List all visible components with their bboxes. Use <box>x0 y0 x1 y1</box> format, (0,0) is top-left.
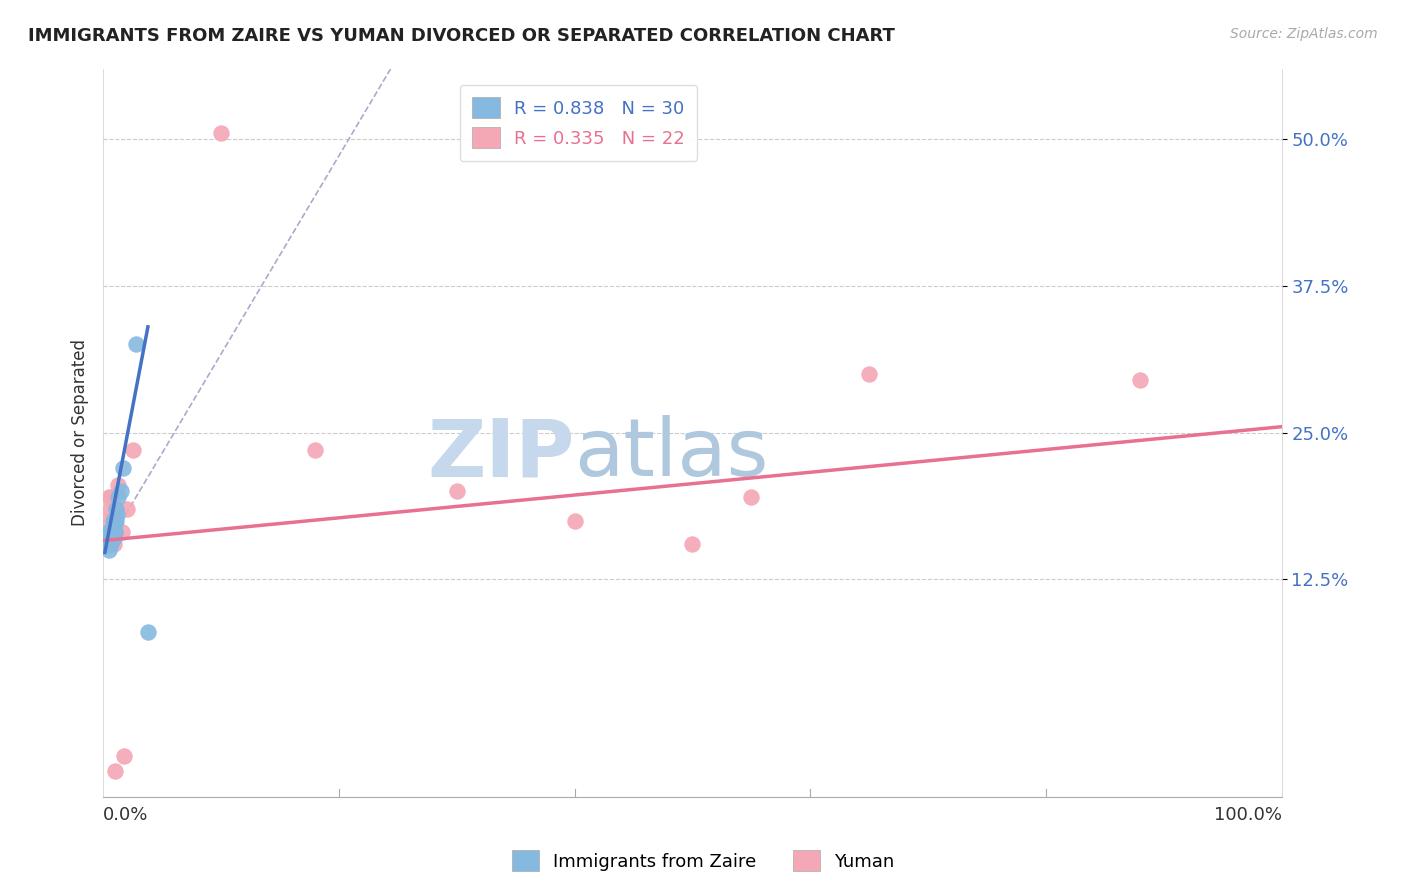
Point <box>98 525 121 540</box>
Point <box>97 531 120 545</box>
Point <box>104 525 127 540</box>
Point <box>96 531 118 545</box>
Point <box>740 490 762 504</box>
Text: 100.0%: 100.0% <box>1213 806 1282 824</box>
Point <box>94 537 117 551</box>
Point <box>97 525 120 540</box>
Point <box>101 531 124 545</box>
Point <box>96 537 118 551</box>
Point <box>103 519 125 533</box>
Point <box>100 531 122 545</box>
Point <box>101 514 124 528</box>
Point <box>104 514 127 528</box>
Point <box>107 478 129 492</box>
Point <box>100 525 122 540</box>
Point <box>1129 373 1152 387</box>
Point <box>97 525 120 540</box>
Point <box>111 525 134 540</box>
Point <box>681 537 703 551</box>
Text: atlas: atlas <box>575 416 769 493</box>
Point <box>98 531 121 545</box>
Point <box>101 525 124 540</box>
Point <box>98 490 121 504</box>
Point <box>96 514 118 528</box>
Text: 0.0%: 0.0% <box>103 806 149 824</box>
Point <box>304 443 326 458</box>
Point <box>103 531 125 545</box>
Text: IMMIGRANTS FROM ZAIRE VS YUMAN DIVORCED OR SEPARATED CORRELATION CHART: IMMIGRANTS FROM ZAIRE VS YUMAN DIVORCED … <box>28 27 896 45</box>
Point <box>103 525 125 540</box>
Point <box>112 748 135 763</box>
Point <box>98 531 121 545</box>
Point <box>105 502 128 516</box>
Point <box>98 537 121 551</box>
Point <box>209 126 232 140</box>
Point <box>105 502 128 516</box>
Point <box>121 443 143 458</box>
Point <box>136 625 159 640</box>
Y-axis label: Divorced or Separated: Divorced or Separated <box>72 339 89 526</box>
Point <box>115 502 138 516</box>
Point <box>858 367 880 381</box>
Point <box>107 490 129 504</box>
Point <box>564 514 586 528</box>
Point <box>105 514 128 528</box>
Text: Source: ZipAtlas.com: Source: ZipAtlas.com <box>1230 27 1378 41</box>
Point <box>94 525 117 540</box>
Point <box>104 764 127 778</box>
Point <box>110 484 132 499</box>
Point <box>104 514 127 528</box>
Point <box>125 337 148 351</box>
Point <box>98 543 121 558</box>
Point <box>105 508 128 522</box>
Point <box>446 484 468 499</box>
Point <box>112 460 135 475</box>
Point <box>104 525 127 540</box>
Point <box>100 490 122 504</box>
Point <box>98 537 121 551</box>
Point <box>100 537 122 551</box>
Point <box>98 502 121 516</box>
Point <box>103 537 125 551</box>
Legend: Immigrants from Zaire, Yuman: Immigrants from Zaire, Yuman <box>505 843 901 879</box>
Legend: R = 0.838   N = 30, R = 0.335   N = 22: R = 0.838 N = 30, R = 0.335 N = 22 <box>460 85 697 161</box>
Text: ZIP: ZIP <box>427 416 575 493</box>
